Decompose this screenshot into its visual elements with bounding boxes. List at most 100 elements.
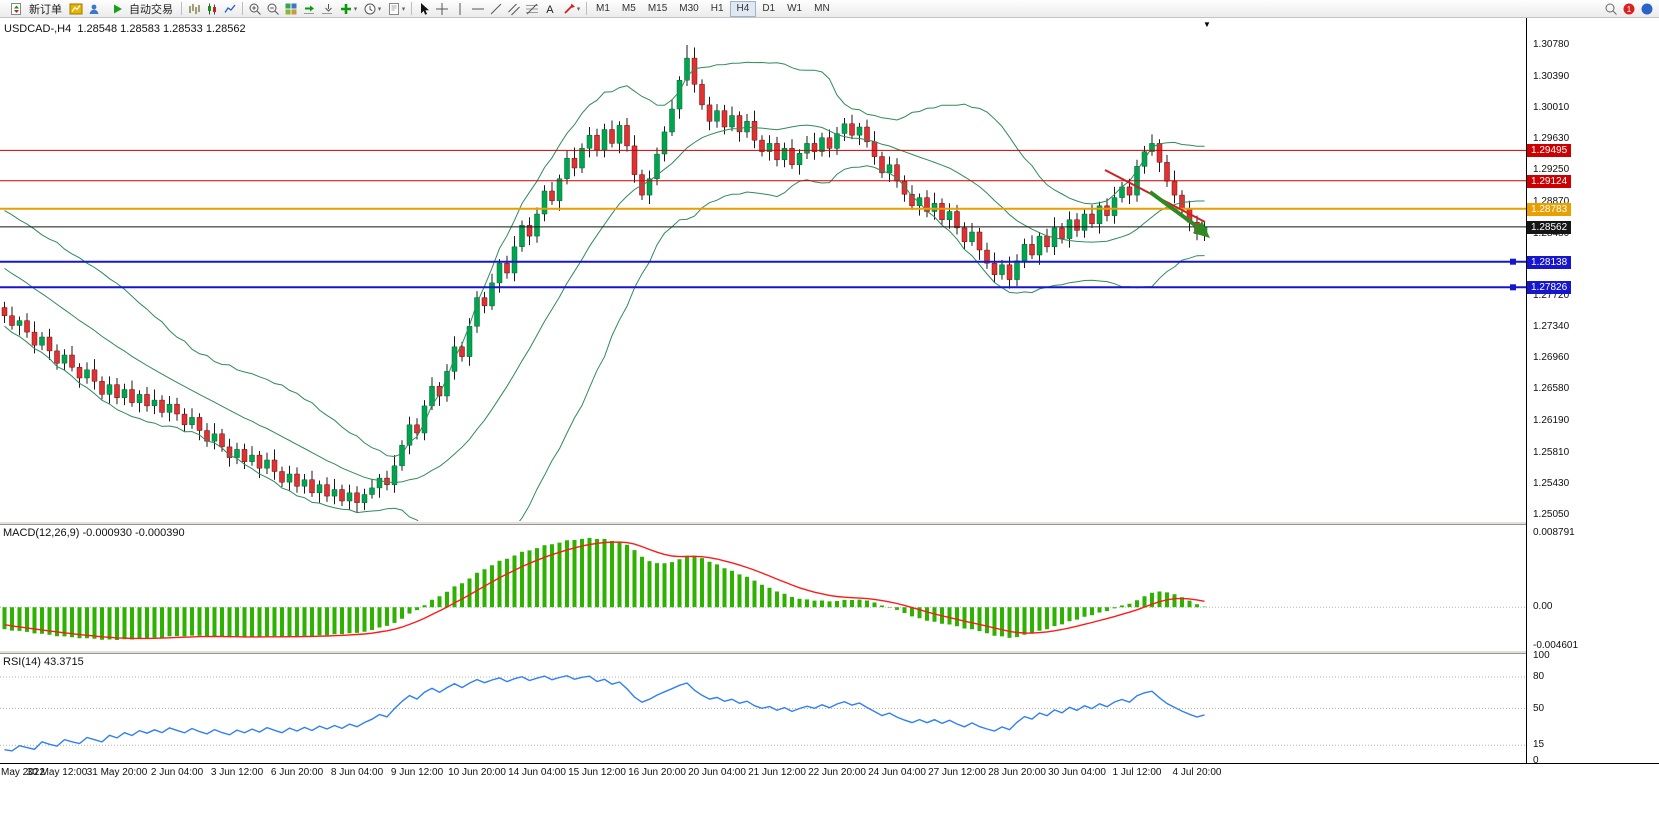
chart-shift-icon[interactable] (318, 0, 336, 17)
time-axis-label: 24 Jun 04:00 (868, 767, 926, 778)
tile-windows-icon[interactable] (282, 0, 300, 17)
timeframe-mn[interactable]: MN (814, 2, 830, 14)
time-axis-label: 14 Jun 04:00 (508, 767, 566, 778)
bar-chart-icon[interactable] (185, 0, 203, 17)
time-axis-label: 30 May 12:00 (26, 767, 88, 778)
templates-icon[interactable]: ▾ (384, 0, 408, 17)
rsi-value: 43.3715 (43, 656, 84, 668)
rsi-line (4, 674, 1205, 752)
axis-label: 1.25430 (1533, 477, 1570, 489)
arrows-objects-icon[interactable]: ▾ (559, 0, 583, 17)
candles-down-layer (1, 57, 1200, 503)
cursor-icon[interactable] (415, 0, 433, 17)
indicators-dropdown-caret[interactable]: ▾ (353, 5, 358, 13)
time-axis: May 2022 30 May 12:00 31 May 20:00 2 Jun 04… (0, 763, 1659, 785)
time-axis-label: May 2022 (1, 767, 45, 778)
toolbar-separator (586, 2, 587, 15)
axis-label: 100 (1533, 650, 1550, 661)
svg-text:1: 1 (1627, 5, 1632, 14)
market-watch-icon[interactable] (67, 0, 85, 17)
arrow-annotation[interactable] (1148, 190, 1210, 238)
timeframe-h4[interactable]: H4 (729, 0, 757, 17)
autotrading-button[interactable]: 自动交易 (103, 0, 178, 17)
vertical-line-icon[interactable] (451, 0, 469, 17)
timeframe-m30[interactable]: M30 (679, 2, 699, 14)
macd-value-main: -0.000930 (82, 527, 133, 539)
price-badge: 1.28562 (1527, 220, 1572, 234)
horizontal-line-icon[interactable] (469, 0, 487, 17)
timeframe-d1[interactable]: D1 (762, 2, 776, 14)
community-icon[interactable] (1638, 0, 1656, 17)
crosshair-icon[interactable] (433, 0, 451, 17)
price-badge: 1.29124 (1527, 174, 1572, 188)
time-axis-label: 2 Jun 04:00 (150, 767, 204, 778)
time-axis-label: 3 Jun 12:00 (210, 767, 264, 778)
trendline-icon[interactable] (487, 0, 505, 17)
indicators-icon[interactable]: ▾ (336, 0, 360, 17)
axis-label: 0.00 (1533, 601, 1553, 613)
rsi-level-lines (0, 676, 1527, 746)
price-badge: 1.28783 (1527, 202, 1572, 216)
new-order-icon[interactable] (8, 0, 26, 17)
auto-scroll-icon[interactable] (300, 0, 318, 17)
macd-value-signal: -0.000390 (135, 527, 185, 539)
time-axis-label: 1 Jul 12:00 (1112, 767, 1162, 778)
chart-end-marker-icon: ▼ (1203, 20, 1211, 29)
candle-wicks-layer (4, 45, 1205, 513)
candle-chart-icon[interactable] (203, 0, 221, 17)
time-axis-label: 9 Jun 12:00 (390, 767, 444, 778)
chart-symbol-period: USDCAD-,H4 (4, 23, 72, 35)
equidistant-channel-icon[interactable] (505, 0, 523, 17)
templates-dropdown-caret[interactable]: ▾ (401, 5, 406, 13)
axis-label: -0.004601 (1533, 640, 1579, 651)
toolbar-separator (242, 2, 243, 15)
periods-icon[interactable]: ▾ (360, 0, 384, 17)
new-order-button[interactable]: 新订单 (3, 0, 67, 17)
toolbar-separator (411, 2, 412, 15)
fibonacci-icon[interactable] (523, 0, 541, 17)
axis-label: 50 (1533, 702, 1545, 714)
axis-label: 15 (1533, 739, 1545, 751)
line-chart-icon[interactable] (221, 0, 239, 17)
panel-splitter-macd[interactable] (0, 521, 1659, 525)
axis-label: 1.29630 (1533, 133, 1570, 145)
search-icon[interactable] (1602, 0, 1620, 17)
price-axis-border (1526, 18, 1527, 763)
time-axis-label: 6 Jun 20:00 (270, 767, 324, 778)
time-axis-label: 22 Jun 20:00 (808, 767, 866, 778)
macd-histogram (2, 537, 1207, 640)
timeframe-m1[interactable]: M1 (596, 2, 610, 14)
axis-label: 0.008791 (1533, 527, 1575, 538)
panel-splitter-rsi[interactable] (0, 650, 1659, 654)
chart-ohlc-values: 1.28548 1.28583 1.28533 1.28562 (77, 23, 246, 35)
zoom-out-icon[interactable] (264, 0, 282, 17)
axis-label: 1.26580 (1533, 383, 1570, 395)
text-icon[interactable]: A (541, 0, 559, 17)
rsi-name: RSI(14) (3, 656, 41, 668)
macd-panel[interactable] (0, 525, 1527, 650)
time-axis-label: 28 Jun 20:00 (988, 767, 1046, 778)
zoom-in-icon[interactable] (246, 0, 264, 17)
axis-label: 1.28870 (1533, 195, 1570, 207)
notifications-icon[interactable]: 1 (1620, 0, 1638, 17)
price-chart[interactable] (0, 18, 1527, 521)
autotrading-icon[interactable] (108, 0, 126, 17)
timeframe-w1[interactable]: W1 (787, 2, 803, 14)
timeframe-h1[interactable]: H1 (710, 2, 724, 14)
autotrading-label: 自动交易 (129, 3, 173, 16)
navigator-icon[interactable] (85, 0, 103, 17)
arrows-objects-dropdown-caret[interactable]: ▾ (576, 5, 581, 13)
timeframe-m15[interactable]: M15 (647, 2, 668, 14)
svg-text:A: A (546, 4, 554, 16)
timeframe-m5[interactable]: M5 (621, 2, 636, 14)
axis-label: 1.30010 (1533, 102, 1570, 114)
rsi-panel[interactable] (0, 654, 1527, 763)
macd-name: MACD(12,26,9) (3, 527, 80, 539)
hline-handle[interactable] (1510, 258, 1516, 265)
periods-dropdown-caret[interactable]: ▾ (377, 5, 382, 13)
axis-label: 80 (1533, 671, 1545, 682)
hline-handle[interactable] (1510, 284, 1516, 291)
horizontal-lines-layer[interactable] (0, 149, 1527, 291)
time-axis-label: 21 Jun 12:00 (748, 767, 806, 778)
